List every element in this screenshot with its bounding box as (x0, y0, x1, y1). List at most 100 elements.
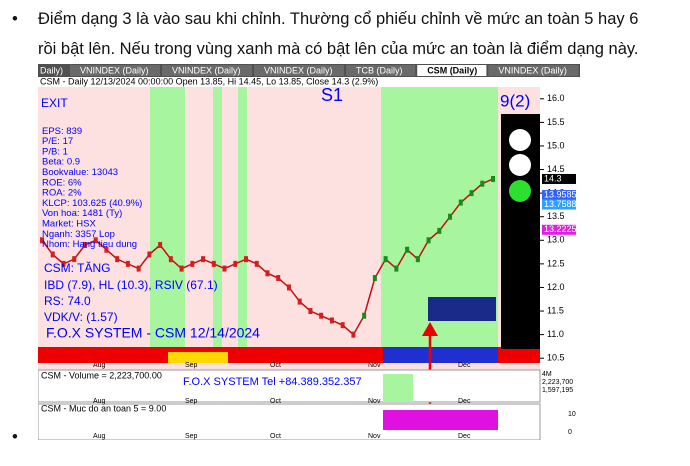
candle (40, 237, 44, 244)
green-zone (238, 87, 247, 347)
candle (383, 256, 388, 263)
bullet-list (0, 422, 690, 452)
text-line: rồi bật lên. Nếu trong vùng xanh mà có b… (38, 40, 639, 58)
candle (491, 175, 495, 182)
info-label: Nganh: 3357 Lop (42, 229, 115, 240)
candle (254, 260, 259, 267)
score-label: 9(2) (500, 91, 530, 110)
x-tick-label: Aug (93, 362, 106, 369)
bullet-item: Điểm dạng 3 là vào sau khi chỉnh. Thường… (0, 4, 690, 64)
candle (265, 270, 270, 277)
tab[interactable]: CSM (Daily) (427, 65, 477, 75)
light (509, 154, 531, 176)
tab[interactable]: VNINDEX (Daily) (264, 65, 333, 75)
tab-bg[interactable] (70, 65, 160, 76)
y-tick-label: 12.5 (547, 258, 565, 268)
tab[interactable]: Daily) (40, 65, 63, 75)
x-tick-label: Sep (185, 362, 198, 369)
candle (415, 256, 420, 263)
candle (480, 180, 485, 187)
x-tick-label: Aug (93, 398, 106, 405)
candle (276, 275, 281, 282)
price-tag (542, 224, 576, 235)
info-label: P/E: 17 (42, 136, 73, 147)
light (509, 180, 531, 202)
tab-bg[interactable] (417, 65, 487, 76)
safety-zone (383, 410, 498, 430)
info-label: ROA: 2% (42, 188, 82, 199)
candle (136, 265, 141, 272)
candle (329, 317, 334, 324)
status-label: RS: 74.0 (44, 294, 91, 308)
candle (115, 256, 120, 263)
candle (125, 260, 130, 267)
x-tick-label: Oct (270, 362, 281, 369)
candle (233, 260, 238, 267)
candle (458, 199, 463, 206)
info-label: Beta: 0.9 (42, 157, 80, 168)
x-tick-label: Sep (185, 433, 198, 440)
info-label: P/B: 1 (42, 146, 68, 157)
zone-label: S1 (321, 85, 343, 105)
x-tick-label: Nov (368, 362, 381, 369)
candle (469, 190, 474, 197)
candle (394, 265, 399, 272)
status-label: VDK/V: (1.57) (44, 310, 118, 324)
tab-bg[interactable] (488, 65, 579, 76)
tab-bg[interactable] (346, 65, 416, 76)
y-tick-label: 11.5 (547, 305, 564, 315)
candle (286, 284, 291, 291)
candle (362, 312, 367, 319)
safety-tick: 10 (568, 411, 576, 418)
candle (158, 242, 163, 249)
candle (168, 256, 173, 263)
y-tick-label: 14.5 (547, 164, 565, 174)
candle (308, 308, 313, 315)
price-tag-label: 14.3 (544, 173, 562, 183)
x-tick-label: Aug (93, 433, 106, 440)
volume-title: CSM - Volume = 2,223,700.00 (41, 370, 162, 380)
contact: F.O.X SYSTEM Tel +84.389.352.357 (183, 376, 362, 388)
tab[interactable]: TCB (Daily) (356, 65, 403, 75)
info-label: KLCP: 103.625 (40.9%) (42, 198, 142, 209)
candle (82, 242, 87, 249)
price-tag (542, 173, 576, 184)
y-tick-label: 13.0 (547, 235, 565, 245)
x-tick-label: Dec (458, 362, 471, 369)
info-label: EPS: 839 (42, 126, 82, 137)
arrow-head (422, 322, 438, 336)
volume-label: 1,597,195 (542, 387, 573, 394)
price-tag-label: 13.2225 (544, 224, 577, 234)
chart-header: CSM - Daily 12/13/2024 00:00:00 Open 13.… (40, 76, 378, 86)
green-zone (150, 87, 185, 347)
green-zone (383, 374, 413, 402)
candle (222, 265, 227, 272)
signal-strip (383, 347, 498, 363)
tab[interactable]: VNINDEX (Daily) (172, 65, 241, 75)
y-tick-label: 16.0 (547, 93, 565, 103)
y-tick-label: 11.0 (547, 329, 564, 339)
system-label: F.O.X SYSTEM - CSM 12/14/2024 (46, 325, 260, 341)
text-line: Điểm dạng 3 là vào sau khi chỉnh. Thường… (38, 10, 639, 28)
candle (351, 331, 356, 338)
info-label: ROE: 6% (42, 177, 82, 188)
signal-strip (168, 352, 228, 363)
candle (50, 251, 55, 258)
candle (297, 298, 302, 305)
info-label: Bookvalue: 13043 (42, 167, 118, 178)
light (509, 129, 531, 151)
x-tick-label: Oct (270, 398, 281, 405)
tab-bg[interactable] (162, 65, 252, 76)
price-tag-label: 13.9585 (544, 189, 577, 199)
tab-bg[interactable] (254, 65, 344, 76)
x-tick-label: Dec (458, 398, 471, 405)
bullet-item (0, 422, 690, 452)
y-tick-label: 12.0 (547, 282, 565, 292)
candle (61, 260, 66, 267)
chart-screenshot: Daily) CSM - Daily 12/13/2024 00:00:00 O… (38, 64, 580, 440)
info-label: Nhom: Hang tieu dung (42, 239, 137, 250)
tab[interactable]: VNINDEX (Daily) (498, 65, 567, 75)
tab[interactable]: VNINDEX (Daily) (80, 65, 149, 75)
price-tag (542, 199, 576, 210)
